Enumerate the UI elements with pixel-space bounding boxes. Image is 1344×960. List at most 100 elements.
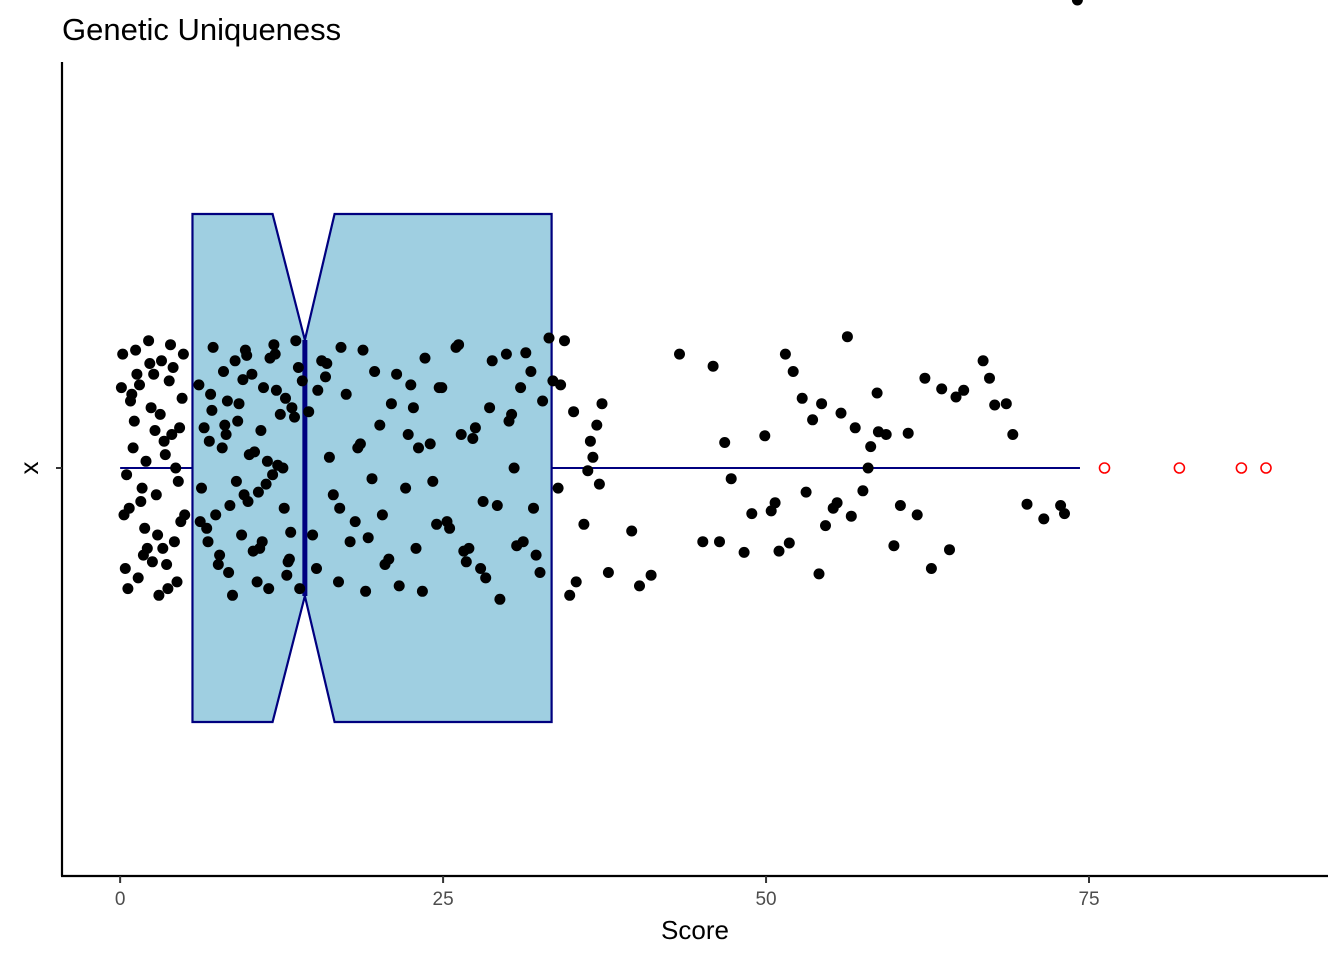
jitter-point — [205, 388, 217, 400]
jitter-point — [289, 411, 300, 423]
jitter-point — [237, 374, 249, 386]
jitter-point — [167, 362, 179, 373]
jitter-point — [759, 430, 771, 442]
chart-title: Genetic Uniqueness — [62, 12, 341, 47]
jitter-point — [136, 482, 148, 494]
jitter-point — [128, 415, 140, 427]
jitter-point — [131, 368, 143, 380]
jitter-point — [283, 553, 295, 565]
jitter-point — [144, 358, 156, 369]
jitter-point — [162, 583, 174, 595]
jitter-point — [280, 392, 291, 404]
jitter-point — [845, 510, 857, 522]
jitter-point — [281, 569, 293, 581]
jitter-point — [376, 509, 388, 521]
jitter-point — [294, 583, 306, 595]
jitter-point — [634, 580, 645, 592]
jitter-point — [977, 355, 989, 367]
jitter-point — [725, 473, 737, 485]
jitter-point — [303, 406, 315, 418]
jitter-point — [221, 395, 233, 407]
jitter-point — [153, 589, 165, 601]
y-axis-title: x — [14, 462, 44, 475]
jitter-point — [379, 559, 391, 570]
jitter-point — [919, 372, 931, 384]
jitter-point — [207, 341, 219, 353]
jitter-point — [219, 419, 231, 431]
jitter-point — [419, 352, 431, 364]
jitter-point — [570, 576, 582, 588]
jitter-point — [152, 529, 164, 541]
x-ticks: 0 25 50 75 — [115, 876, 1100, 910]
jitter-point — [568, 406, 580, 418]
jitter-point — [582, 465, 594, 477]
jitter-point — [285, 526, 297, 538]
jitter-point — [477, 496, 489, 507]
jitter-point — [857, 485, 869, 497]
jitter-point — [127, 442, 139, 454]
jitter-point — [880, 429, 892, 440]
jitter-point — [841, 331, 853, 343]
jitter-point — [134, 379, 145, 391]
jitter-point — [402, 429, 414, 440]
jitter-point — [172, 475, 184, 487]
jitter-point — [125, 395, 136, 407]
jitter-point — [321, 358, 333, 369]
jitter-point — [354, 438, 366, 450]
jitter-point — [537, 395, 549, 407]
jitter-point — [255, 425, 267, 436]
jitter-point — [268, 339, 280, 351]
outlier-point — [1098, 462, 1111, 474]
jitter-point — [171, 576, 183, 588]
jitter-point — [220, 429, 232, 440]
jitter-point — [534, 567, 546, 578]
jitter-point — [176, 392, 188, 404]
jitter-point — [393, 580, 405, 592]
jitter-point — [216, 442, 228, 454]
jitter-point — [296, 375, 308, 387]
jitter-point — [158, 435, 170, 447]
jitter-point — [697, 536, 709, 548]
jitter-point — [500, 348, 512, 360]
jitter-point — [123, 502, 135, 514]
jitter-point — [584, 435, 596, 447]
jitter-point — [349, 516, 361, 528]
jitter-point — [148, 368, 160, 380]
jitter-point — [555, 379, 567, 391]
jitter-point — [163, 375, 175, 387]
jitter-point — [800, 486, 812, 498]
jitter-point — [587, 451, 599, 463]
jitter-point — [270, 384, 282, 396]
jitter-point — [236, 529, 248, 541]
jitter-point — [911, 509, 923, 521]
jitter-point — [746, 508, 758, 520]
outlier-point — [1235, 462, 1248, 474]
jitter-point — [405, 379, 417, 391]
jitter-point — [292, 362, 304, 373]
jitter-point — [277, 462, 289, 474]
jitter-point — [719, 437, 731, 448]
jitter-point — [154, 408, 166, 420]
jitter-point — [286, 402, 298, 414]
jitter-point — [132, 572, 144, 584]
jitter-point — [984, 372, 995, 384]
jitter-point — [140, 455, 152, 467]
jitter-point — [224, 500, 236, 511]
outlier-point — [1260, 462, 1272, 474]
notched-box — [191, 212, 553, 724]
jitter-point — [139, 522, 151, 534]
jitter-point — [407, 402, 419, 414]
jitter-point — [416, 585, 428, 597]
jitter-point — [391, 368, 403, 380]
jitter-point — [460, 556, 472, 568]
jitter-point — [674, 348, 685, 360]
jitter-point — [865, 441, 877, 453]
jitter-point — [246, 368, 258, 380]
jitter-point — [1021, 498, 1033, 510]
jitter-point — [441, 516, 453, 528]
jitter-point — [424, 438, 436, 450]
jitter-point — [145, 402, 157, 414]
jitter-point — [117, 348, 129, 360]
jitter-point — [871, 387, 883, 399]
jitter-point — [366, 473, 378, 485]
